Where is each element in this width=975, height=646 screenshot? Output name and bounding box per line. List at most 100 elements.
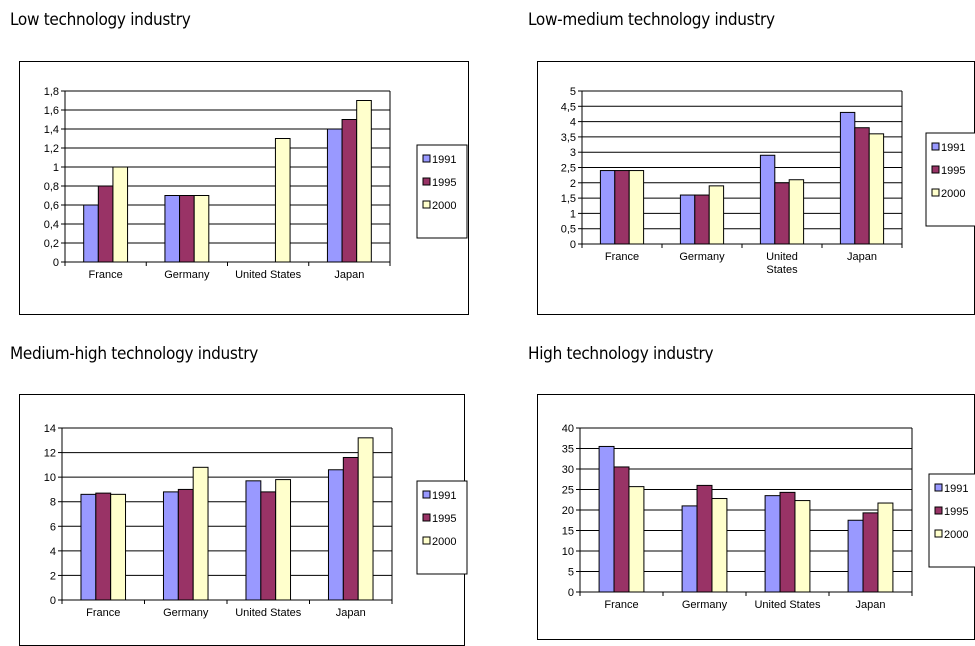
- y-tick-label: 0,4: [44, 219, 59, 231]
- legend-swatch-1995: [931, 165, 940, 174]
- x-tick-label: France: [86, 607, 120, 619]
- x-tick-label: United States: [754, 599, 821, 611]
- y-tick-label: 1,6: [44, 105, 59, 117]
- chart-title-low-tech: Low technology industry: [10, 10, 191, 30]
- legend-label: 1991: [944, 483, 968, 495]
- x-tick-label: Germany: [164, 269, 210, 281]
- y-tick-label: 0,6: [44, 200, 59, 212]
- legend-label: 1995: [941, 165, 965, 177]
- y-tick-label: 0: [568, 587, 574, 599]
- x-tick-label: Japan: [334, 269, 364, 281]
- bar-2000: [711, 498, 728, 593]
- legend-label: 1991: [432, 490, 456, 502]
- y-tick-label: 20: [562, 505, 574, 517]
- y-tick-label: 6: [50, 521, 56, 533]
- y-tick-label: 1,8: [44, 86, 59, 98]
- y-tick-label: 1,2: [44, 143, 59, 155]
- x-tick-label: Japan: [847, 251, 877, 263]
- bar-1991: [681, 505, 698, 593]
- y-tick-label: 0: [570, 239, 576, 251]
- legend-label: 1991: [941, 142, 965, 154]
- legend-swatch-1995: [422, 177, 431, 186]
- y-tick-label: 5: [568, 567, 574, 579]
- y-tick-label: 3,5: [561, 132, 576, 144]
- legend-label: 2000: [432, 200, 456, 212]
- legend-swatch-2000: [422, 536, 431, 545]
- chart-title-low-medium-tech: Low-medium technology industry: [528, 10, 775, 30]
- legend-swatch-2000: [934, 529, 943, 538]
- x-tick-label: France: [89, 269, 123, 281]
- x-tick-label: France: [604, 599, 638, 611]
- x-tick-label: Japan: [856, 599, 886, 611]
- y-tick-label: 1,5: [561, 193, 576, 205]
- y-tick-label: 1,4: [44, 124, 59, 136]
- bar-1991: [847, 519, 864, 593]
- y-tick-label: 14: [44, 423, 56, 435]
- legend-swatch-1991: [934, 483, 943, 492]
- chart-area-low-tech: [19, 61, 469, 315]
- y-tick-label: 2: [570, 178, 576, 190]
- y-tick-label: 8: [50, 497, 56, 509]
- y-tick-label: 0,5: [561, 224, 576, 236]
- x-tick-label: United States: [235, 607, 302, 619]
- y-tick-label: 30: [562, 464, 574, 476]
- y-tick-label: 10: [44, 472, 56, 484]
- y-tick-label: 12: [44, 448, 56, 460]
- x-tick-label: Germany: [682, 599, 728, 611]
- legend-label: 1991: [432, 154, 456, 166]
- bar-2000: [628, 486, 645, 593]
- y-tick-label: 40: [562, 423, 574, 435]
- bar-1991: [764, 495, 781, 593]
- x-tick-label: Germany: [163, 607, 209, 619]
- y-tick-label: 0: [50, 595, 56, 607]
- bar-1991: [598, 445, 615, 593]
- bar-1995: [779, 491, 796, 593]
- x-tick-label: States: [766, 264, 798, 276]
- y-tick-label: 5: [570, 86, 576, 98]
- y-tick-label: 1: [570, 208, 576, 220]
- y-tick-label: 25: [562, 485, 574, 497]
- y-tick-label: 3: [570, 147, 576, 159]
- bar-1995: [613, 466, 630, 593]
- y-tick-label: 10: [562, 546, 574, 558]
- y-tick-label: 4,5: [561, 101, 576, 113]
- legend-label: 2000: [941, 188, 965, 200]
- legend-swatch-1995: [422, 513, 431, 522]
- legend-label: 1995: [432, 513, 456, 525]
- legend-label: 1995: [432, 177, 456, 189]
- y-tick-label: 2,5: [561, 163, 576, 175]
- x-tick-label: United States: [235, 269, 302, 281]
- bar-2000: [877, 502, 894, 593]
- legend-label: 2000: [432, 536, 456, 548]
- legend-label: 1995: [944, 506, 968, 518]
- legend-swatch-1995: [934, 506, 943, 515]
- y-tick-label: 0: [53, 257, 59, 269]
- y-tick-label: 1: [53, 162, 59, 174]
- legend-swatch-2000: [931, 188, 940, 197]
- x-tick-label: Japan: [336, 607, 366, 619]
- legend-swatch-1991: [422, 490, 431, 499]
- x-tick-label: France: [605, 251, 639, 263]
- x-tick-label: Germany: [679, 251, 725, 263]
- legend-label: 2000: [944, 529, 968, 541]
- y-tick-label: 35: [562, 444, 574, 456]
- y-tick-label: 2: [50, 570, 56, 582]
- y-tick-label: 0,8: [44, 181, 59, 193]
- y-tick-label: 4: [50, 546, 56, 558]
- legend-swatch-1991: [931, 142, 940, 151]
- y-tick-label: 0,2: [44, 238, 59, 250]
- chart-title-medium-high-tech: Medium-high technology industry: [10, 344, 259, 364]
- bar-2000: [794, 500, 811, 593]
- bar-1995: [696, 484, 713, 593]
- y-tick-label: 4: [570, 117, 576, 129]
- bar-1995: [862, 512, 879, 593]
- y-tick-label: 15: [562, 526, 574, 538]
- legend-swatch-2000: [422, 200, 431, 209]
- chart-title-high-tech: High technology industry: [528, 344, 714, 364]
- x-tick-label: United: [766, 251, 798, 263]
- legend-swatch-1991: [422, 154, 431, 163]
